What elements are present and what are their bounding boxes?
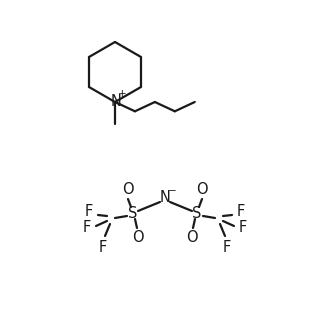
- Text: F: F: [239, 220, 247, 236]
- Text: F: F: [237, 204, 245, 218]
- Text: F: F: [85, 204, 93, 218]
- Text: S: S: [128, 206, 138, 220]
- Text: N: N: [160, 190, 170, 206]
- Text: −: −: [168, 186, 176, 196]
- Text: O: O: [122, 182, 134, 196]
- Text: S: S: [192, 206, 202, 220]
- Text: F: F: [223, 241, 231, 255]
- Text: F: F: [83, 220, 91, 236]
- Text: +: +: [118, 89, 126, 99]
- Text: F: F: [99, 241, 107, 255]
- Text: O: O: [186, 230, 198, 246]
- Text: N: N: [111, 93, 121, 109]
- Text: O: O: [132, 230, 144, 246]
- Text: O: O: [196, 182, 208, 196]
